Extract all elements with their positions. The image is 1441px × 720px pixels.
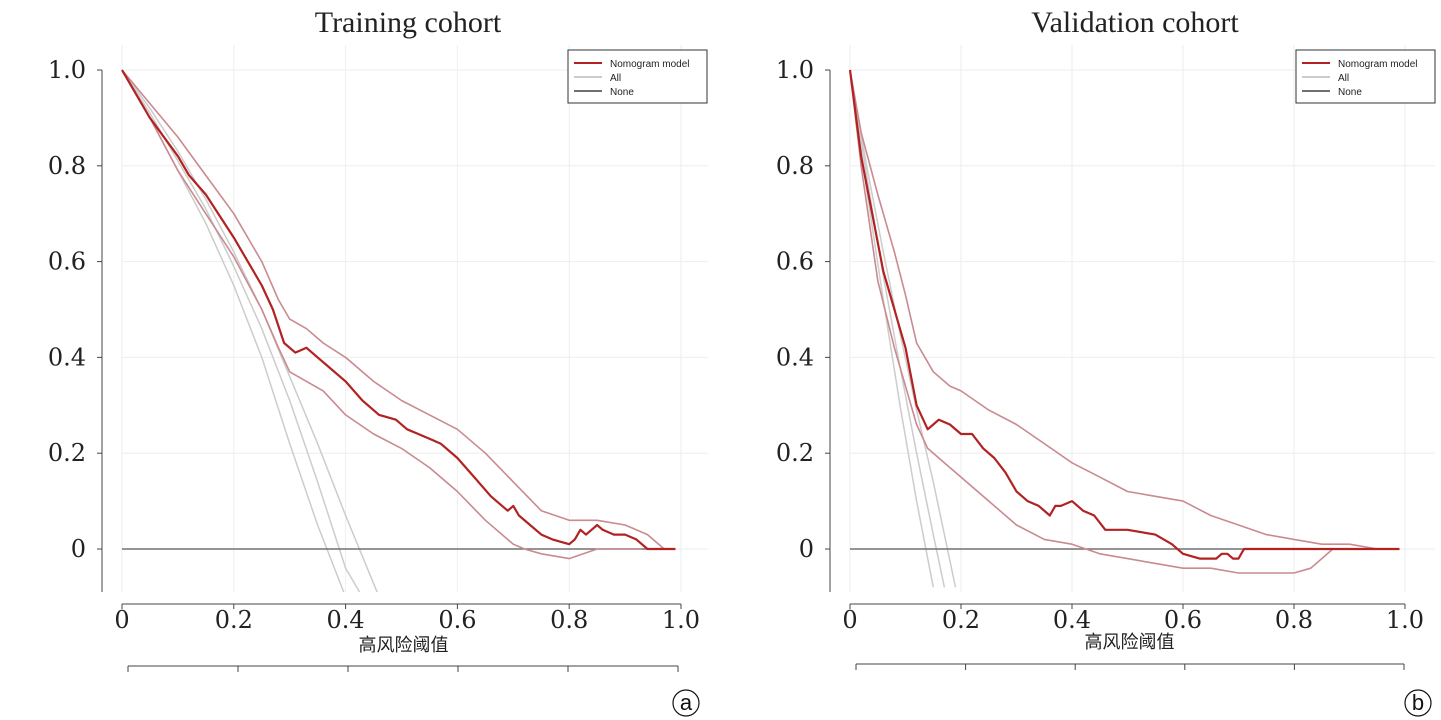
legend: Nomogram model All None [1295,49,1436,104]
x-axis-label: 高风险阈值 [359,635,449,656]
y-tick-label: 0.4 [776,343,814,371]
y-tick-label: 0.4 [48,343,86,371]
legend-label: All [1338,73,1349,84]
x-tick-label: 0.8 [1275,606,1313,634]
y-tick-label: 0.2 [48,439,86,467]
series-line-all [121,69,378,592]
y-tick-label: 0 [799,535,814,563]
x-tick-label: 0.6 [438,606,476,634]
series-line-ci [121,69,642,560]
y-tick-label: 1.0 [48,56,86,84]
y-tick-label: 0.6 [48,248,86,276]
y-tick-label: 0.8 [48,152,86,180]
y-tick-label: 0.2 [776,439,814,467]
legend-label: Nomogram model [610,59,689,70]
y-tick-label: 0 [71,535,86,563]
x-tick-label: 0 [842,606,857,634]
x-tick-label: 1.0 [1386,606,1424,634]
chart-title: Validation cohort [1031,6,1239,39]
y-tick-label: 0.6 [776,248,814,276]
legend-label: All [610,73,621,84]
series-line-all [121,69,345,592]
training-cohort-panel: 0 0.2 0.4 0.6 0.8 1.0 0 0.2 0.4 0.6 0.8 1.0 高风险阈值 Tra… [48,6,708,717]
panel-label: a [680,690,693,715]
legend-label: Nomogram model [1338,59,1417,70]
x-tick-label: 0.4 [327,606,365,634]
legend-box [1295,49,1436,104]
legend: Nomogram model All None [567,49,708,104]
x-tick-label: 1.0 [662,606,700,634]
y-tick-label: 1.0 [776,56,814,84]
series-line-all [121,69,361,592]
x-tick-label: 0.6 [1164,606,1202,634]
x-axis-label: 高风险阈值 [1085,632,1175,653]
series-line-ci [121,69,665,550]
series-line-all [849,69,957,588]
y-tick-label: 0.8 [776,152,814,180]
x-tick-label: 0 [114,606,129,634]
x-tick-label: 0.4 [1053,606,1091,634]
series-line-model [121,69,676,551]
series-line-model [848,69,1400,560]
x-tick-label: 0.2 [942,606,980,634]
x-tick-label: 0.2 [215,606,253,634]
series-line-ci [849,69,1334,574]
x-tick-label: 0.8 [550,606,588,634]
validation-cohort-panel: 0 0.2 0.4 0.6 0.8 1.0 0 0.2 0.4 0.6 0.8 1.0 高风险阈值 Val… [776,6,1436,717]
chart-title: Training cohort [315,6,502,39]
legend-label: None [1338,87,1362,98]
series-line-ci [849,69,1378,550]
panel-label: b [1412,690,1424,715]
panel-label-circle [672,689,700,717]
legend-label: None [610,87,634,98]
panel-label-circle [1404,689,1432,717]
